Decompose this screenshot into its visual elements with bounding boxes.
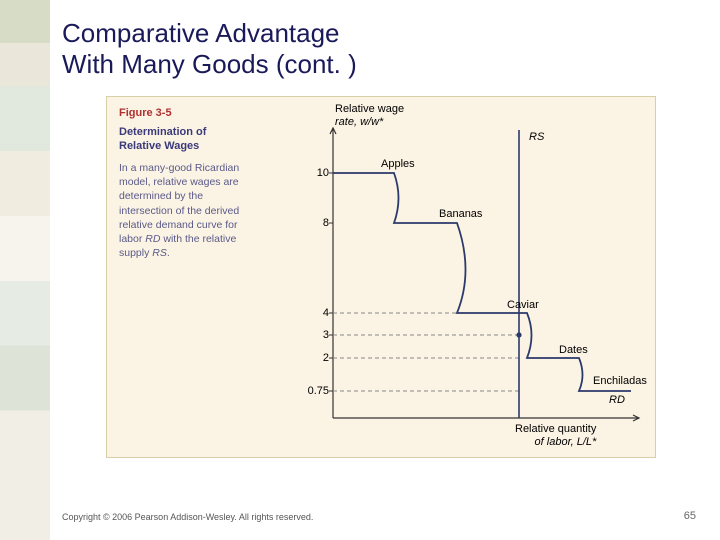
step-label: Enchiladas: [593, 375, 647, 387]
title-line-1: Comparative Advantage: [62, 18, 340, 48]
sidebar-decoration: [0, 0, 50, 540]
y-tick-label: 2: [323, 352, 329, 364]
y-tick-label: 10: [317, 167, 329, 179]
chart-svg: [279, 103, 651, 453]
page-number: 65: [684, 510, 696, 522]
y-tick-label: 8: [323, 217, 329, 229]
y-tick-label: 0.75: [308, 385, 329, 397]
figure-title: Determination of Relative Wages: [119, 125, 239, 154]
copyright-footer: Copyright © 2006 Pearson Addison-Wesley.…: [62, 512, 313, 522]
figure-panel: Figure 3-5 Determination of Relative Wag…: [106, 96, 656, 458]
caption-suffix: .: [167, 247, 170, 259]
figure-label: Figure 3-5: [119, 107, 172, 119]
step-label: Dates: [559, 344, 588, 356]
step-label: Caviar: [507, 299, 539, 311]
chart-area: Relative wage rate, w/w* Relative quanti…: [279, 103, 651, 453]
y-tick-label: 3: [323, 329, 329, 341]
caption-rd: RD: [145, 233, 160, 245]
slide-title: Comparative Advantage With Many Goods (c…: [62, 18, 357, 80]
y-tick-label: 4: [323, 307, 329, 319]
title-line-2: With Many Goods (cont. ): [62, 49, 357, 79]
figure-caption: In a many-good Ricardian model, relative…: [119, 161, 259, 260]
rd-label: RD: [609, 394, 625, 406]
step-label: Apples: [381, 158, 415, 170]
rs-label: RS: [529, 131, 544, 143]
step-label: Bananas: [439, 208, 482, 220]
caption-rs: RS: [152, 247, 167, 259]
